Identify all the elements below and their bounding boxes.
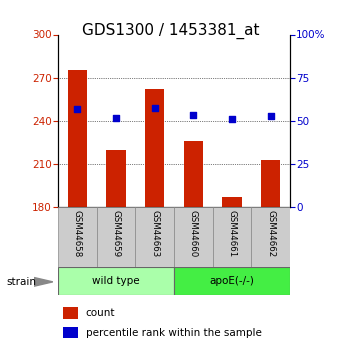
Text: GSM44661: GSM44661 xyxy=(227,210,236,257)
Text: GSM44659: GSM44659 xyxy=(112,210,120,257)
Point xyxy=(229,117,235,122)
Bar xyxy=(63,327,78,338)
Text: GDS1300 / 1453381_at: GDS1300 / 1453381_at xyxy=(82,22,259,39)
Bar xyxy=(183,141,203,207)
Bar xyxy=(58,207,97,267)
Text: percentile rank within the sample: percentile rank within the sample xyxy=(86,328,262,338)
Polygon shape xyxy=(34,277,53,286)
Bar xyxy=(135,207,174,267)
Bar xyxy=(58,267,174,295)
Bar xyxy=(63,307,78,318)
Point xyxy=(268,114,273,119)
Bar xyxy=(145,89,164,207)
Point xyxy=(75,107,80,112)
Text: GSM44658: GSM44658 xyxy=(73,210,82,257)
Bar xyxy=(174,207,212,267)
Point xyxy=(191,112,196,118)
Text: count: count xyxy=(86,308,115,318)
Text: GSM44663: GSM44663 xyxy=(150,210,159,257)
Point xyxy=(113,115,119,121)
Text: apoE(-/-): apoE(-/-) xyxy=(209,276,254,286)
Bar xyxy=(68,70,87,207)
Bar xyxy=(212,207,251,267)
Bar xyxy=(174,267,290,295)
Bar xyxy=(261,159,280,207)
Bar xyxy=(97,207,135,267)
Bar xyxy=(251,207,290,267)
Text: GSM44660: GSM44660 xyxy=(189,210,198,257)
Text: strain: strain xyxy=(7,277,37,287)
Text: GSM44662: GSM44662 xyxy=(266,210,275,257)
Bar xyxy=(106,149,125,207)
Text: wild type: wild type xyxy=(92,276,140,286)
Point xyxy=(152,105,157,110)
Bar xyxy=(222,197,241,207)
